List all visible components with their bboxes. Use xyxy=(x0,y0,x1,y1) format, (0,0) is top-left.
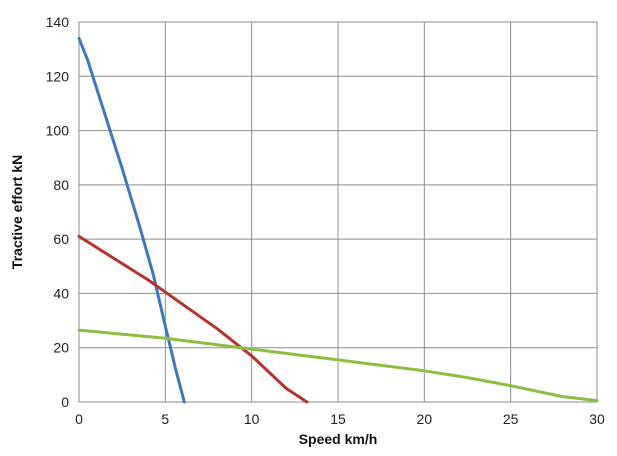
x-tick-label: 5 xyxy=(161,411,169,427)
grid xyxy=(78,21,598,403)
x-tick-label: 25 xyxy=(503,411,519,427)
x-tick-label: 0 xyxy=(75,411,83,427)
series-line-3 xyxy=(77,328,599,403)
y-tick-label: 0 xyxy=(61,394,69,410)
y-tick-label: 60 xyxy=(53,231,69,247)
y-axis-title: Tractive effort kN xyxy=(9,155,25,269)
y-tick-label: 20 xyxy=(53,340,69,356)
series-layer xyxy=(77,36,599,404)
y-tick-label: 100 xyxy=(46,123,70,139)
x-tick-label: 30 xyxy=(589,411,605,427)
x-axis-ticks: 0 5 10 15 20 25 30 xyxy=(75,411,605,427)
x-tick-label: 20 xyxy=(417,411,433,427)
plot-frame xyxy=(78,21,598,403)
x-tick-label: 10 xyxy=(244,411,260,427)
y-tick-label: 80 xyxy=(53,177,69,193)
x-axis-title: Speed km/h xyxy=(299,431,378,447)
x-tick-label: 15 xyxy=(330,411,346,427)
y-axis-ticks: 0 20 40 60 80 100 120 140 xyxy=(46,14,70,410)
y-tick-label: 140 xyxy=(46,14,70,30)
y-tick-label: 40 xyxy=(53,285,69,301)
y-tick-label: 120 xyxy=(46,68,70,84)
series-line-1 xyxy=(77,36,186,404)
series-line-2 xyxy=(77,234,309,404)
